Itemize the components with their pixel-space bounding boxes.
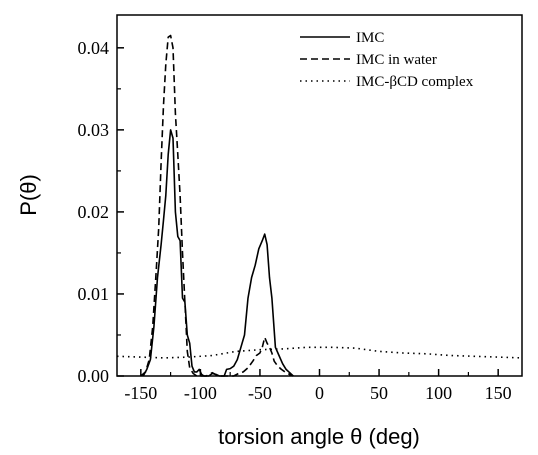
legend-label-0: IMC	[356, 30, 384, 46]
x-axis-title: torsion angle θ (deg)	[218, 424, 420, 449]
series-layer	[116, 34, 523, 377]
x-tick-label: 150	[485, 383, 512, 403]
series-line-1	[140, 34, 294, 377]
y-tick-label: 0.00	[78, 366, 110, 386]
x-tick-label: 0	[315, 383, 324, 403]
x-tick-label: -100	[184, 383, 217, 403]
x-tick-label: -150	[124, 383, 157, 403]
y-tick-label: 0.01	[78, 284, 110, 304]
y-tick-label: 0.04	[78, 38, 110, 58]
y-tick-label: 0.03	[78, 120, 110, 140]
series-line-0	[142, 129, 294, 377]
x-tick-label: 50	[370, 383, 388, 403]
ticks: -150 -100 -50 0 50 100 150 0.00 0.01 0.02 0.03 0.04	[78, 38, 512, 403]
plot-frame	[116, 14, 523, 377]
legend-label-1: IMC in water	[356, 52, 437, 68]
legend-label-2: IMC-βCD complex	[356, 74, 474, 90]
x-tick-label: 100	[425, 383, 452, 403]
y-axis-title: P(θ)	[16, 174, 41, 216]
series-line-2	[116, 346, 523, 359]
y-tick-label: 0.02	[78, 202, 110, 222]
x-tick-label: -50	[248, 383, 272, 403]
legend: IMC IMC in water IMC-βCD complex	[300, 30, 474, 90]
